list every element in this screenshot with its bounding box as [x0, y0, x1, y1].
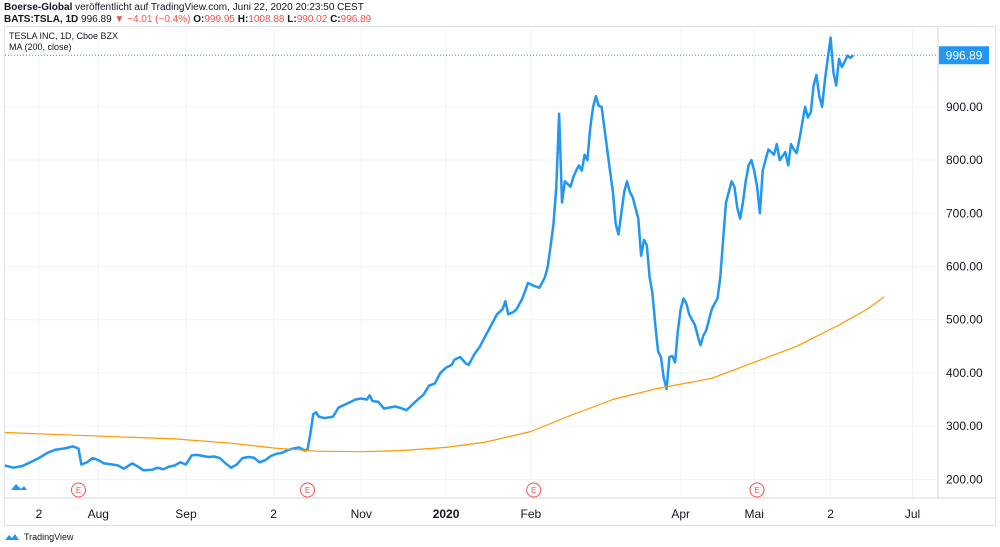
price-chart[interactable]: 200.00 300.00 400.00 500.00 600.00 700.00 800.…	[0, 0, 1000, 528]
y-tick-label: 300.00	[946, 419, 983, 433]
publish-info: Boerse-Global veröffentlicht auf Trading…	[4, 2, 364, 13]
y-tick-label: 900.00	[946, 100, 983, 114]
y-tick-label: 200.00	[946, 472, 983, 486]
ohlc-summary: BATS:TSLA, 1D 996.89 ▼ −4.01 (−0.4%) O:9…	[4, 14, 371, 25]
high-label: H:	[237, 14, 249, 25]
chart-frame	[4, 26, 996, 526]
price-tag: 996.89	[5, 46, 989, 65]
earnings-marker	[749, 482, 765, 498]
x-tick-label: Apr	[671, 507, 690, 521]
chart-header: Boerse-Global veröffentlicht auf Trading…	[0, 0, 1000, 26]
tradingview-logo-icon	[5, 534, 19, 540]
x-tick-label: Feb	[521, 507, 542, 521]
close-label: C:	[330, 14, 341, 25]
chart-logo-icon	[11, 484, 27, 490]
x-tick-label: 2	[270, 507, 277, 521]
ma-line	[4, 296, 885, 453]
low-value: 990.02	[296, 14, 328, 25]
price-line	[4, 36, 855, 472]
y-tick-label: 800.00	[946, 153, 983, 167]
earnings-marker-label: E	[754, 486, 759, 495]
y-tick-label: 500.00	[946, 313, 983, 327]
earnings-marker-label: E	[305, 486, 310, 495]
y-tick-label: 400.00	[946, 366, 983, 380]
x-tick-label: Jul	[905, 507, 920, 521]
x-tick-label: Aug	[88, 507, 109, 521]
open-label: O:	[193, 14, 205, 25]
y-tick-label: 600.00	[946, 259, 983, 273]
x-tick-label: Sep	[175, 507, 197, 521]
legend-title: TESLA INC, 1D, Cboe BZX	[9, 31, 119, 41]
y-tick-label: 700.00	[946, 206, 983, 220]
series-layer	[4, 36, 885, 472]
x-tick-label: 2020	[433, 507, 460, 521]
x-tick-label: 2	[36, 507, 43, 521]
earnings-marker-label: E	[76, 486, 81, 495]
x-tick-label: 2	[827, 507, 834, 521]
x-tick-label: Mai	[745, 507, 764, 521]
earnings-marker	[71, 482, 87, 498]
last-price-tag-bg	[939, 46, 989, 65]
low-label: L:	[287, 14, 297, 25]
legend-ma: MA (200, close)	[9, 42, 72, 52]
open-value: 999.95	[204, 14, 235, 25]
x-tick-label: Nov	[351, 507, 372, 521]
footer[interactable]: TradingView	[4, 530, 74, 544]
axes: 200.00 300.00 400.00 500.00 600.00 700.00 800.…	[5, 27, 996, 521]
last-price-tag-text: 996.89	[946, 48, 983, 62]
grid-lines	[5, 27, 938, 498]
earnings-marker-label: E	[531, 486, 536, 495]
symbol-label: BATS:TSLA, 1D	[4, 14, 79, 25]
close-value: 996.89	[340, 14, 372, 25]
published-text: veröffentlicht auf TradingView.com, Juni…	[75, 2, 364, 13]
tradingview-brand: TradingView	[24, 532, 74, 542]
high-value: 1008.88	[248, 14, 285, 25]
price-change: ▼ −4.01 (−0.4%)	[114, 14, 191, 25]
earnings-marker	[526, 482, 542, 498]
publisher-name: Boerse-Global	[4, 2, 73, 13]
earnings-marker	[300, 482, 316, 498]
last-price: 996.89	[81, 14, 112, 25]
